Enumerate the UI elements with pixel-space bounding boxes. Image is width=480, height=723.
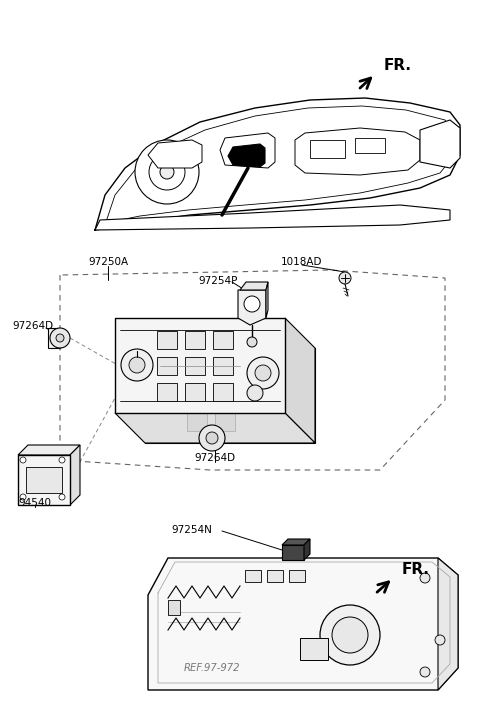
Polygon shape (228, 144, 265, 167)
Bar (245, 570, 261, 582)
Circle shape (160, 165, 174, 179)
Bar (157, 357, 177, 375)
Bar (213, 383, 233, 401)
Circle shape (247, 357, 279, 389)
Circle shape (420, 573, 430, 583)
Bar (213, 357, 233, 375)
Bar (157, 331, 177, 349)
Polygon shape (295, 128, 420, 175)
Polygon shape (95, 205, 450, 230)
Bar (187, 361, 207, 379)
Bar (215, 387, 235, 405)
Polygon shape (115, 413, 315, 443)
Polygon shape (145, 348, 315, 443)
Circle shape (121, 349, 153, 381)
Polygon shape (282, 539, 310, 545)
Bar (187, 413, 207, 431)
Bar (213, 331, 233, 349)
Circle shape (59, 457, 65, 463)
Text: FR.: FR. (402, 562, 430, 577)
Text: 1018AD: 1018AD (281, 257, 323, 267)
Polygon shape (285, 318, 315, 443)
Bar (215, 361, 235, 379)
Text: 97254N: 97254N (171, 525, 213, 535)
Text: 97264D: 97264D (194, 453, 236, 463)
Text: REF.97-972: REF.97-972 (184, 663, 240, 673)
Circle shape (320, 605, 380, 665)
Circle shape (20, 457, 26, 463)
Circle shape (339, 272, 351, 284)
Circle shape (20, 494, 26, 500)
Circle shape (149, 154, 185, 190)
Text: 94540: 94540 (19, 498, 51, 508)
Bar (168, 600, 180, 615)
Text: 97264D: 97264D (12, 321, 54, 331)
Bar (185, 357, 205, 375)
Polygon shape (238, 290, 266, 325)
Text: 97250A: 97250A (88, 257, 128, 267)
Text: FR.: FR. (384, 58, 412, 73)
Polygon shape (18, 455, 70, 505)
Bar (185, 331, 205, 349)
Circle shape (199, 425, 225, 451)
Bar (157, 383, 177, 401)
Bar (185, 383, 205, 401)
Polygon shape (438, 558, 458, 690)
Polygon shape (282, 545, 304, 560)
Circle shape (435, 635, 445, 645)
Polygon shape (304, 539, 310, 560)
Bar (310, 140, 345, 158)
Text: 97254P: 97254P (198, 276, 238, 286)
Polygon shape (18, 445, 80, 455)
Circle shape (135, 140, 199, 204)
Polygon shape (70, 445, 80, 505)
Polygon shape (115, 318, 285, 413)
Polygon shape (148, 140, 202, 168)
Circle shape (244, 296, 260, 312)
Circle shape (255, 365, 271, 381)
Bar (289, 570, 305, 582)
Circle shape (420, 667, 430, 677)
Circle shape (56, 334, 64, 342)
Polygon shape (420, 120, 460, 168)
Polygon shape (145, 158, 190, 186)
Polygon shape (266, 282, 268, 318)
Polygon shape (48, 328, 60, 348)
Bar (300, 638, 328, 660)
Circle shape (247, 385, 263, 401)
Circle shape (59, 494, 65, 500)
Bar (26, 467, 62, 493)
Bar (187, 387, 207, 405)
Polygon shape (148, 558, 458, 690)
Bar (267, 570, 283, 582)
Polygon shape (220, 133, 275, 168)
Polygon shape (240, 282, 268, 290)
Bar (215, 413, 235, 431)
Circle shape (332, 617, 368, 653)
Circle shape (206, 432, 218, 444)
Bar (355, 138, 385, 153)
Circle shape (247, 337, 257, 347)
Circle shape (50, 328, 70, 348)
Circle shape (129, 357, 145, 373)
